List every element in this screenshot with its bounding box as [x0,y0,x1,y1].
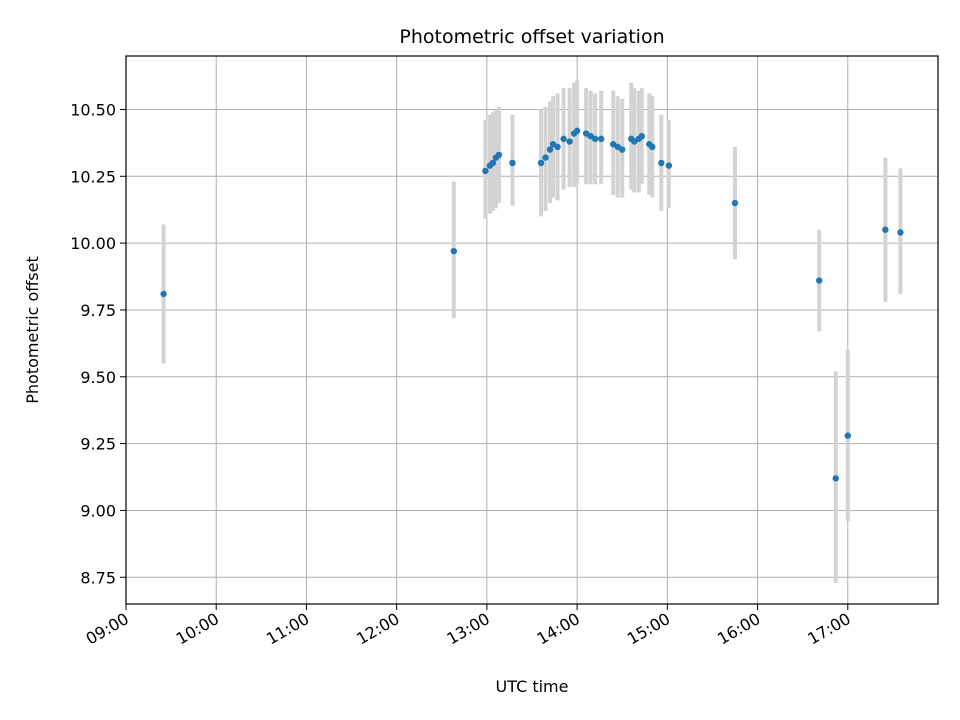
y-axis-label: Photometric offset [23,256,42,404]
data-point [489,159,497,167]
data-point [542,154,549,161]
plot-frame [125,55,939,605]
data-point [638,132,645,140]
data-point [509,159,516,167]
y-tick-label: 9.25 [80,435,116,454]
data-point [450,247,458,255]
data-point [882,226,889,233]
data-point [566,138,573,145]
y-tick-label: 10.50 [70,100,116,119]
data-point [573,127,581,135]
data-point [560,135,567,143]
data-point [537,159,545,167]
data-point [619,146,626,153]
y-axis-ticks: 8.75 9.00 9.25 9.50 9.75 10.00 10.25 10.50 [70,100,126,587]
x-axis-label: UTC time [496,677,569,696]
chart-title: Photometric offset variation [399,26,664,48]
data-point [554,143,561,151]
data-point [649,143,656,151]
data-point [591,135,599,143]
data-point [731,199,739,207]
y-tick-label: 9.75 [80,301,116,320]
grid [125,56,938,604]
y-tick-label: 8.75 [80,568,116,587]
data-point [658,159,665,167]
data-point [844,432,851,439]
data-point [482,167,489,175]
data-point [160,290,167,298]
data-point [546,146,554,153]
data-points [160,127,904,482]
y-tick-label: 9.00 [80,501,116,520]
y-tick-label: 9.50 [80,368,116,387]
data-point [816,277,823,284]
y-tick-label: 10.25 [70,167,116,186]
data-point [597,135,605,143]
data-point [897,229,904,236]
y-tick-label: 10.00 [70,234,116,253]
data-point [832,475,839,482]
data-point [495,151,503,159]
data-point [665,162,673,169]
